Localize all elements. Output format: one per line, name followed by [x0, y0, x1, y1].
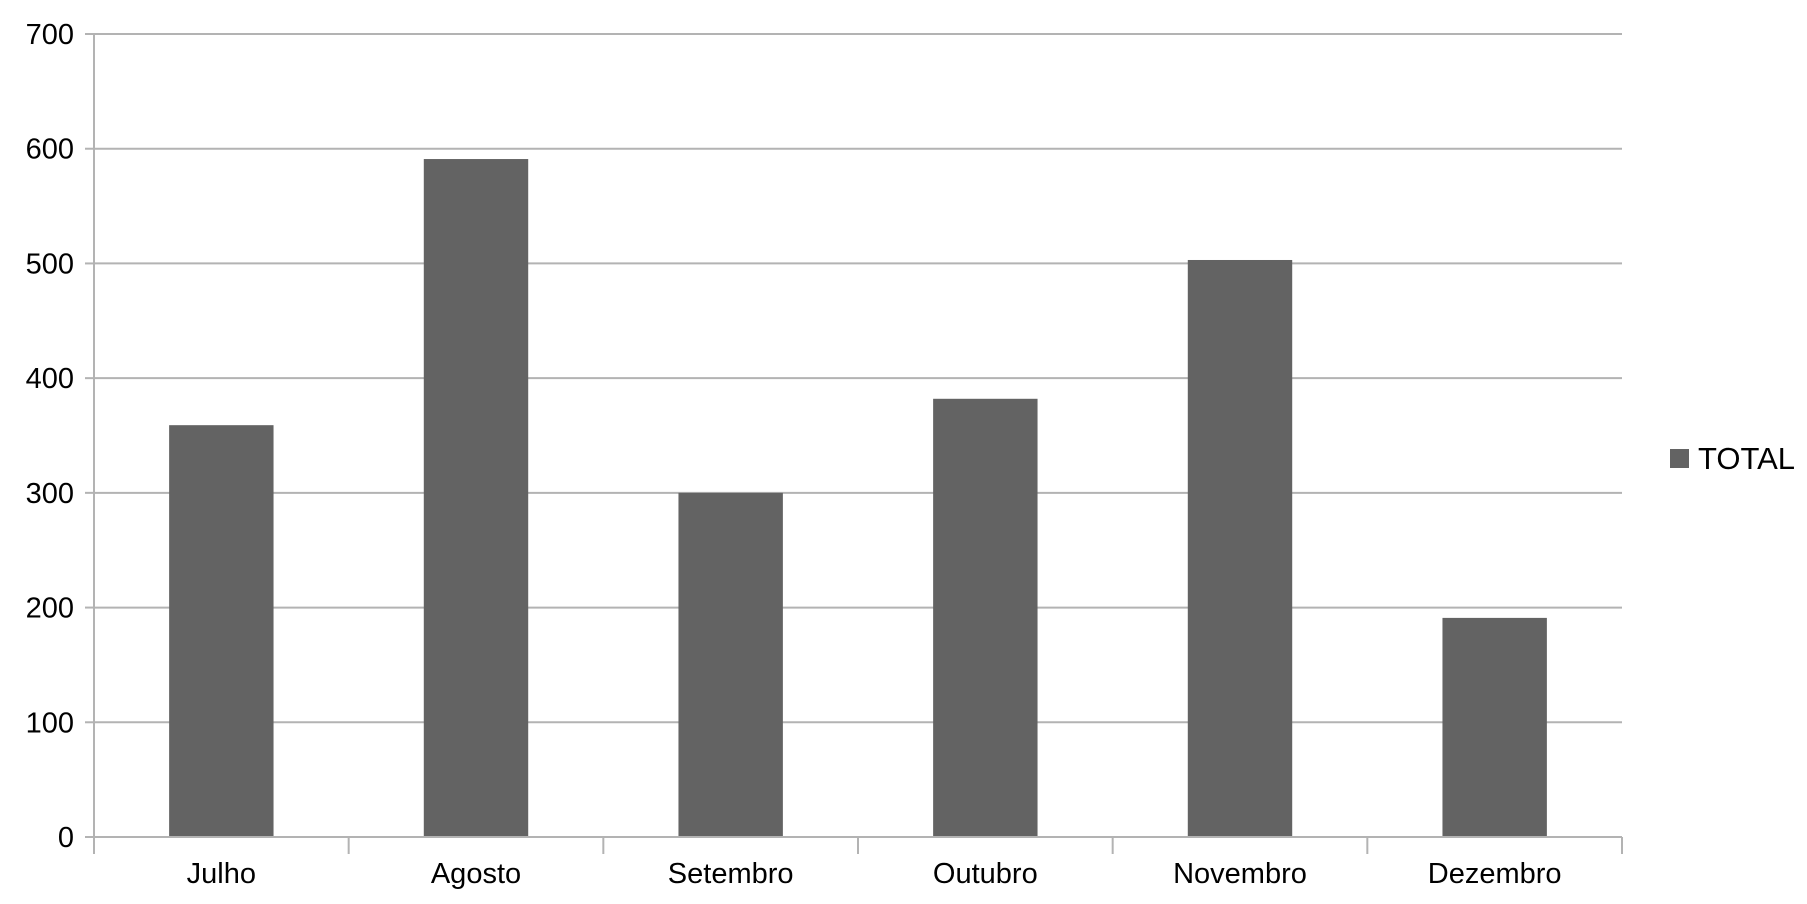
bar-novembro: [1187, 259, 1293, 837]
bar-julho: [169, 425, 274, 837]
y-tick-label: 300: [26, 478, 74, 510]
y-tick-label: 200: [26, 593, 74, 625]
x-tick-label: Agosto: [431, 858, 521, 890]
x-tick-label: Julho: [187, 858, 256, 890]
x-tick-label: Outubro: [933, 858, 1038, 890]
legend-swatch-total: [1670, 449, 1689, 468]
y-tick-label: 600: [26, 134, 74, 166]
y-tick-label: 100: [26, 707, 74, 739]
y-tick-labels: 0 100 200 300 400 500 600 700: [26, 19, 74, 854]
y-tick-label: 400: [26, 363, 74, 395]
x-tick-label: Novembro: [1173, 858, 1307, 890]
grid-lines: [94, 33, 1622, 838]
bar-dezembro: [1442, 617, 1547, 837]
x-tick-label: Dezembro: [1428, 858, 1562, 890]
bars: [169, 159, 1547, 837]
bar-agosto: [423, 159, 529, 837]
y-tick-label: 0: [58, 822, 74, 854]
legend: TOTAL: [1670, 441, 1795, 476]
legend-label-total: TOTAL: [1698, 441, 1795, 476]
bar-outubro: [933, 398, 1038, 837]
bar-setembro: [678, 492, 783, 837]
axes: [85, 33, 1623, 854]
x-tick-labels: Julho Agosto Setembro Outubro Novembro Dezemb…: [187, 858, 1562, 890]
y-tick-label: 700: [26, 19, 74, 51]
y-tick-label: 500: [26, 248, 74, 280]
x-tick-label: Setembro: [668, 858, 794, 890]
